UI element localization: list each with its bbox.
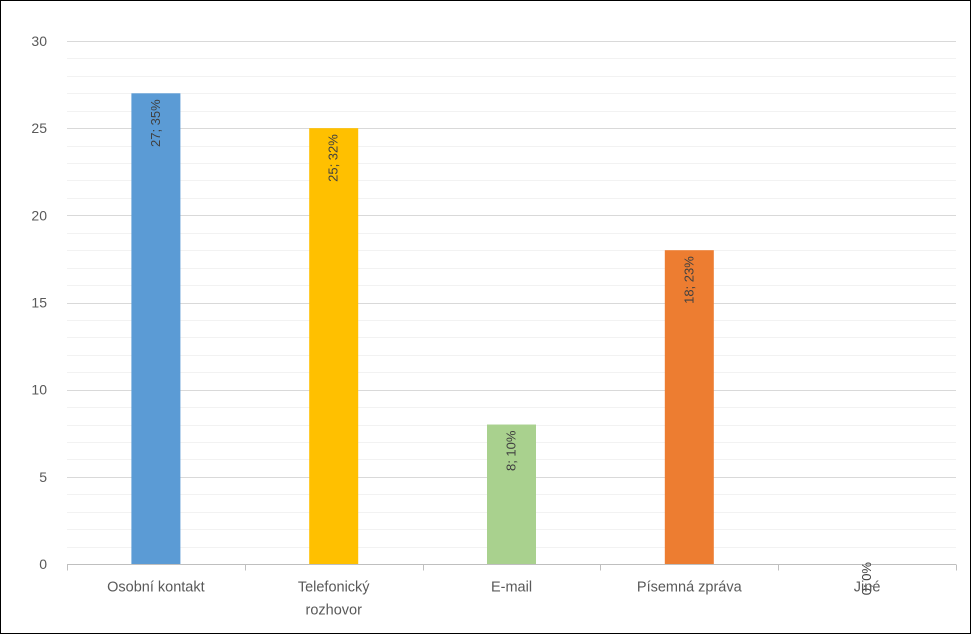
- y-tick-label: 15: [31, 295, 47, 311]
- bar: [664, 250, 714, 564]
- y-tick-label: 30: [31, 33, 47, 49]
- y-tick-label: 5: [39, 469, 47, 485]
- bar: [309, 128, 359, 564]
- bar: [131, 93, 181, 565]
- data-label: 8; 10%: [504, 430, 519, 471]
- data-label: 25; 32%: [326, 134, 341, 182]
- data-label: 18; 23%: [681, 256, 696, 304]
- labels: 0 5 10 15 20 25 30 27; 35% Osobní kontakt 25; 32%…: [31, 33, 880, 619]
- bar: [487, 424, 536, 564]
- x-tick-label: Písemná zpráva: [637, 580, 743, 596]
- axes: [67, 564, 957, 571]
- data-label: 27; 35%: [148, 99, 163, 147]
- x-tick-label: E-mail: [491, 580, 532, 596]
- data-label: 0; 0%: [859, 562, 874, 596]
- y-tick-label: 25: [31, 120, 47, 136]
- x-tick-label: Jiné: [854, 580, 881, 596]
- y-tick-label: 20: [31, 207, 47, 223]
- y-tick-label: 0: [39, 556, 47, 572]
- bars: [131, 93, 714, 565]
- x-tick-label: Telefonický rozhovor: [298, 580, 370, 619]
- x-tick-label: Osobní kontakt: [107, 580, 205, 596]
- y-tick-label: 10: [31, 382, 47, 398]
